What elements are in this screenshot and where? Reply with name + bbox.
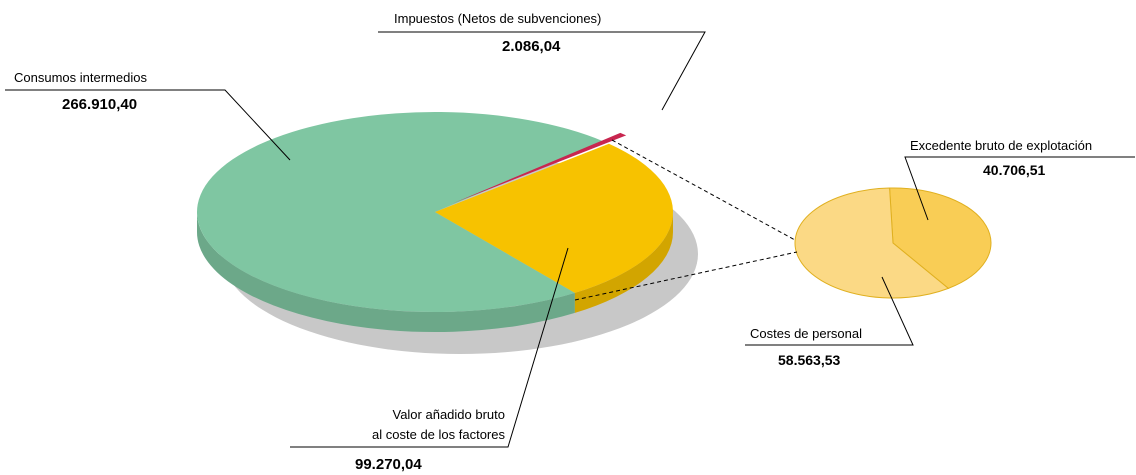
value-label: 58.563,53 (778, 352, 841, 368)
leader-line (904, 156, 1135, 221)
value-label: 40.706,51 (983, 162, 1046, 178)
pie-slice (435, 143, 674, 293)
marks (197, 111, 992, 354)
leader-line (290, 247, 569, 448)
leader-line (745, 276, 914, 346)
pie-side (197, 212, 575, 332)
pie-side-shade (197, 212, 575, 332)
value-label: 266.910,40 (62, 96, 138, 113)
value-label: 99.270,04 (355, 456, 422, 473)
pie-side (574, 212, 673, 313)
pie-slice (452, 132, 627, 204)
slice-label: Excedente bruto de explotación (910, 138, 1093, 153)
slice-label: Valor añadido bruto al coste de los fact… (372, 407, 505, 442)
leader-line (5, 89, 291, 161)
pie-slice (889, 187, 992, 289)
slice-label: Consumos intermedios (14, 70, 147, 85)
connector (574, 251, 798, 301)
pie-slice (794, 187, 950, 299)
value-label: 2.086,04 (502, 38, 561, 55)
slice-label: Costes de personal (750, 326, 863, 341)
leaders (5, 31, 1135, 448)
pie-side-shade (574, 212, 673, 313)
slice-label: Impuestos (Netos de subvenciones) (394, 11, 602, 26)
pie-slice (197, 111, 604, 312)
leader-line (378, 31, 706, 111)
